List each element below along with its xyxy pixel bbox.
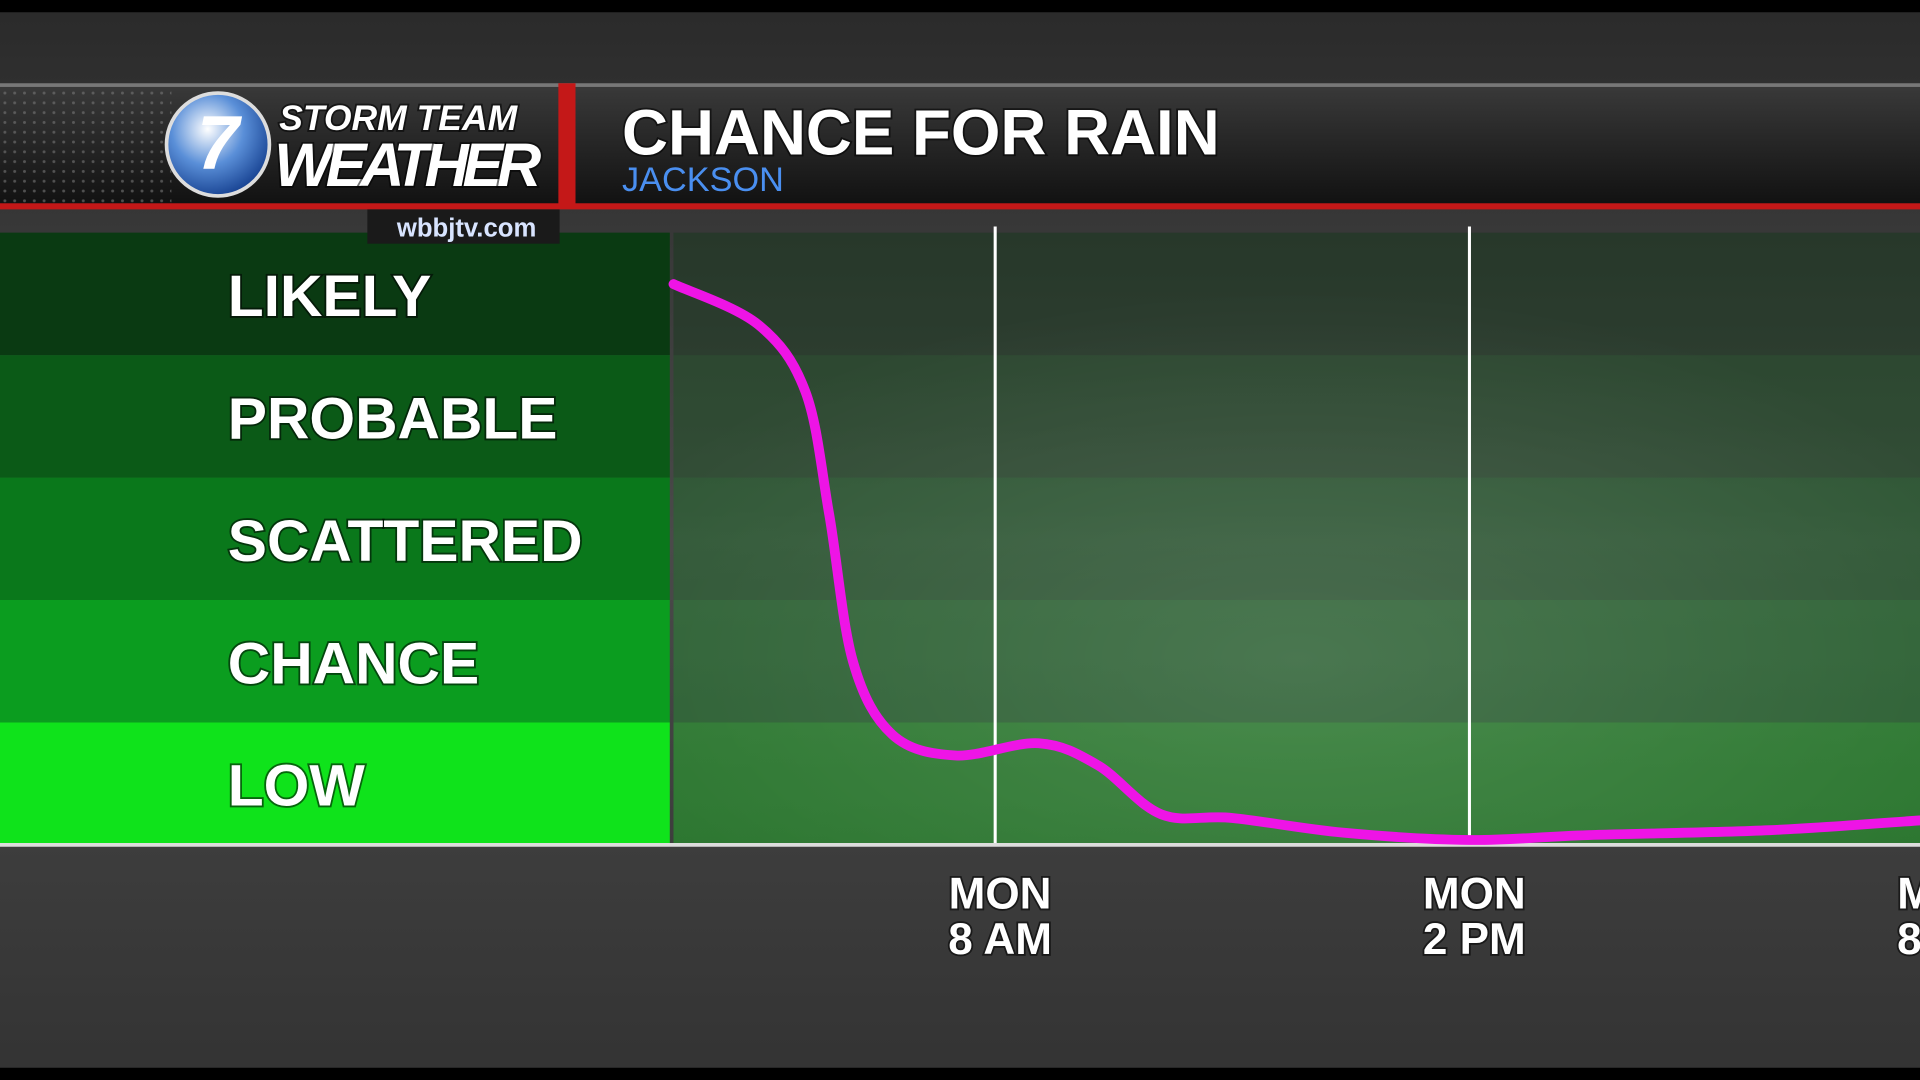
y-tick-label: LIKELY: [228, 264, 432, 329]
header-bar: [0, 83, 1920, 206]
chart-subtitle: JACKSON: [622, 161, 784, 199]
plot-glow: [673, 226, 1920, 845]
level-band: [0, 600, 670, 723]
chart-title: CHANCE FOR RAIN: [622, 97, 1220, 168]
brand-top: STORM TEAM: [279, 98, 518, 138]
website-tab: [367, 209, 560, 244]
rain-line: [668, 279, 1920, 845]
level-band: [0, 477, 670, 600]
x-tick-day: MON: [949, 870, 1052, 919]
level-band: [0, 355, 670, 478]
header-red-line: [0, 203, 1920, 210]
x-tick-day: MON: [1897, 870, 1920, 919]
y-tick-label: LOW: [228, 754, 366, 819]
header-rim: [0, 83, 1920, 87]
x-tick-day: MON: [1423, 870, 1526, 919]
header-dots: [0, 88, 172, 204]
level-band: [0, 232, 670, 356]
y-tick-label: PROBABLE: [228, 386, 558, 451]
y-tick-label: SCATTERED: [228, 509, 583, 574]
x-tick-label: 8 AM: [948, 915, 1052, 964]
frame-bottom: [0, 1067, 1920, 1080]
x-tick-label: 8 PM: [1897, 915, 1920, 964]
website: wbbjtv.com: [396, 214, 536, 242]
logo-ball: [164, 91, 272, 198]
y-tick-label: CHANCE: [228, 631, 479, 696]
x-tick-label: 2 PM: [1423, 915, 1526, 964]
level-band: [0, 722, 670, 845]
frame-top: [0, 0, 1920, 13]
logo-number: 7: [197, 101, 243, 186]
brand-bottom: WEATHER: [274, 131, 541, 199]
header-red-divider: [558, 83, 576, 206]
